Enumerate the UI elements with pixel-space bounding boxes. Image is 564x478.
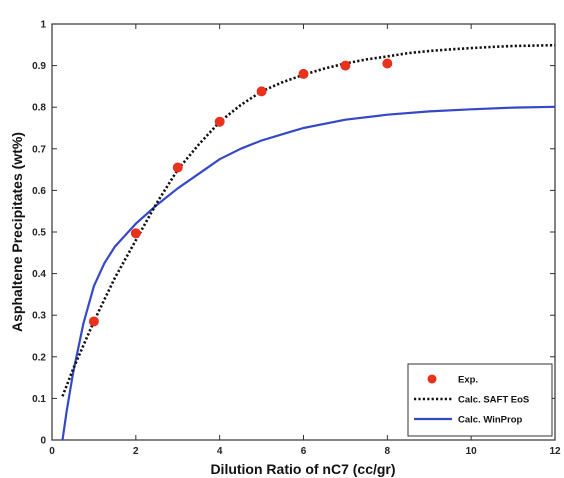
axis-ticks: 0 2 4 6 8 10 12 0 0.1 0.2 0.3 0.4 0.5 0.6 0.7 0.8 0.9 1 [32,20,561,458]
x-axis-title: Dilution Ratio of nC7 (cc/gr) [210,461,395,477]
y-tick-label: 0.8 [32,103,46,114]
y-tick-label: 0.3 [32,311,46,322]
calc-winprop-line [61,105,556,441]
exp-data-point [130,228,141,239]
series-layer [61,43,556,441]
exp-data-point [256,86,267,97]
y-tick-label: 0.4 [32,269,46,280]
x-tick-label: 8 [385,446,391,457]
exp-data-point [298,68,309,79]
legend-label-calc-saft-eos: Calc. SAFT EoS [458,395,529,406]
x-tick-label: 6 [301,446,307,457]
x-tick-label: 2 [133,446,139,457]
exp-data-point [382,58,393,69]
y-tick-label: 0.6 [32,186,46,197]
y-tick-label: 0 [40,436,46,447]
legend-label-calc-winprop: Calc. WinProp [458,415,523,426]
legend-swatch-exp [427,374,437,384]
x-tick-label: 0 [49,446,55,457]
y-tick-label: 0.9 [32,61,46,72]
y-tick-label: 0.2 [32,352,46,363]
y-axis-title: Asphaltene Precipitates (wt%) [9,132,25,332]
y-tick-label: 0.5 [32,228,46,239]
exp-data-point [172,162,183,173]
y-tick-label: 0.1 [32,394,46,405]
legend-label-exp: Exp. [458,375,478,386]
x-tick-label: 4 [217,446,223,457]
y-tick-label: 1 [40,20,46,31]
x-tick-label: 12 [549,446,561,457]
legend: Exp. Calc. SAFT EoS Calc. WinProp [407,363,553,437]
y-tick-label: 0.7 [32,144,46,155]
exp-data-point [214,116,225,127]
x-tick-label: 10 [466,446,478,457]
exp-data-point [88,316,99,327]
exp-data-point [340,60,351,71]
